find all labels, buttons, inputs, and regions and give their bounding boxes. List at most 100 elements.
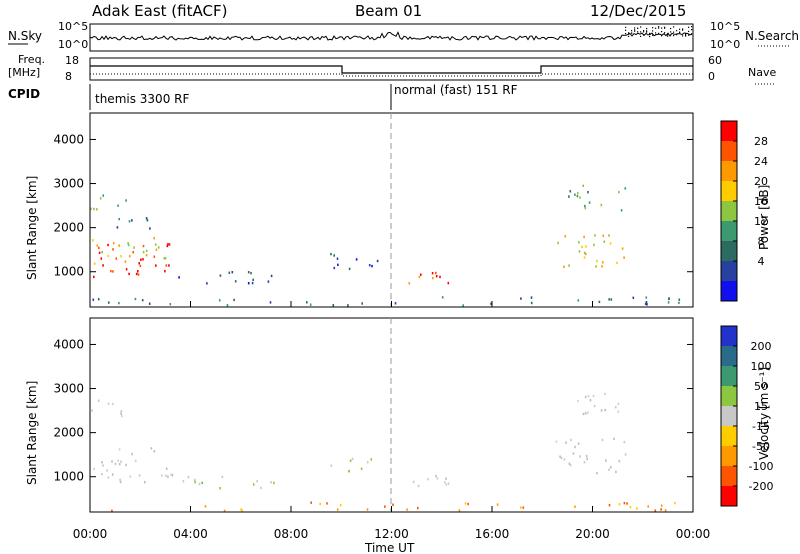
power-cell [624, 187, 627, 190]
power-cell [557, 241, 559, 245]
nsearch-point [643, 34, 645, 36]
power-cell [270, 274, 273, 278]
nsearch-point [673, 31, 675, 33]
power-cell [420, 273, 422, 276]
power-cell [125, 199, 127, 202]
nsearch-label: N.Search [745, 29, 799, 43]
nsearch-point [652, 30, 654, 32]
velocity-cell [129, 475, 132, 478]
xtick-label: 16:00 [475, 527, 510, 541]
velocity-cell [118, 448, 121, 451]
velocity-cell [111, 402, 114, 406]
nsearch-point [658, 27, 660, 29]
velocity-cell [584, 412, 587, 415]
velocity-cell [150, 447, 153, 450]
velocity-cell [559, 455, 561, 458]
power-cell [598, 300, 601, 304]
velocity-colorbar-swatch [721, 326, 737, 347]
power-cell [149, 227, 151, 230]
nsearch-point [634, 27, 636, 29]
power-cell [127, 243, 130, 247]
velocity-cell [636, 507, 638, 510]
velocity-cell [349, 459, 352, 462]
power-cell [616, 261, 618, 265]
velocity-cell [568, 462, 571, 465]
date-title: 12/Dec/2015 [590, 2, 686, 20]
xtick-label: 00:00 [73, 527, 108, 541]
nsearch-point [649, 36, 651, 38]
velocity-cell [654, 509, 657, 512]
nsearch-point [643, 30, 645, 32]
velocity-cell [604, 392, 606, 396]
nsearch-point [676, 34, 678, 36]
nsearch-point [688, 30, 690, 32]
nsearch-point [625, 26, 627, 28]
velocity-cell [593, 404, 596, 408]
power-cell [128, 254, 131, 258]
velocity-cell [447, 482, 450, 485]
power-cell [98, 246, 100, 250]
velocity-cell [572, 452, 575, 455]
power-cell [333, 266, 336, 270]
velocity-ytick-label: 3000 [53, 382, 84, 396]
velocity-cell [582, 412, 585, 416]
power-colorbar-tick-label: 12 [754, 215, 768, 228]
nsearch-point [649, 32, 651, 34]
velocity-cell [165, 467, 168, 470]
power-cell [441, 296, 444, 299]
freq-label-line1: Freq. [18, 53, 45, 66]
velocity-cell [131, 452, 133, 456]
velocity-cell [360, 467, 363, 470]
power-cell [520, 297, 522, 300]
power-cell [330, 252, 332, 256]
power-cell [267, 280, 270, 283]
power-cell [131, 219, 133, 222]
power-cell [610, 298, 613, 301]
xtick-label: 12:00 [374, 527, 409, 541]
velocity-cell [134, 459, 137, 463]
power-cell [107, 243, 109, 247]
power-cell [432, 276, 434, 280]
velocity-cell [121, 414, 123, 418]
noise-panel: N.Sky 10^5 10^0 10^5 10^0 N.Search [8, 20, 799, 52]
velocity-cell [194, 480, 196, 484]
noise-right-tick-top: 10^5 [710, 20, 740, 33]
power-cell [168, 243, 171, 246]
power-cell [92, 239, 94, 242]
power-cell [142, 258, 144, 261]
power-cell [133, 246, 135, 249]
power-cell [178, 276, 180, 279]
nsearch-point [655, 27, 657, 29]
velocity-cell [119, 480, 122, 484]
velocity-colorbar-tick-label: 15 [754, 400, 768, 413]
power-cell [583, 235, 585, 239]
power-cell [92, 298, 95, 301]
power-cell [645, 301, 648, 304]
velocity-cell [101, 461, 103, 464]
power-cell [439, 275, 441, 279]
nsearch-point [685, 35, 687, 37]
power-cell [584, 204, 586, 208]
velocity-cell [613, 437, 615, 440]
velocity-cell [252, 483, 255, 486]
power-cell [107, 254, 110, 258]
nsky-label: N.Sky [8, 29, 42, 43]
power-cell [145, 254, 148, 257]
xtick-label: 00:00 [676, 527, 711, 541]
power-colorbar-swatch [721, 161, 737, 182]
power-cell [678, 301, 680, 305]
velocity-cell [111, 473, 114, 476]
power-cell [462, 304, 464, 307]
power-cell [646, 303, 648, 306]
velocity-cell [600, 409, 603, 412]
power-cell [431, 272, 434, 275]
power-cell [118, 301, 120, 305]
power-colorbar-swatch [721, 141, 737, 162]
velocity-colorbar-tick-label: 50 [754, 380, 768, 393]
power-cell [584, 206, 587, 210]
freq-label-line2: [MHz] [8, 66, 40, 79]
velocity-cell [114, 462, 117, 466]
power-cell [368, 264, 371, 267]
velocity-cell [351, 457, 354, 460]
